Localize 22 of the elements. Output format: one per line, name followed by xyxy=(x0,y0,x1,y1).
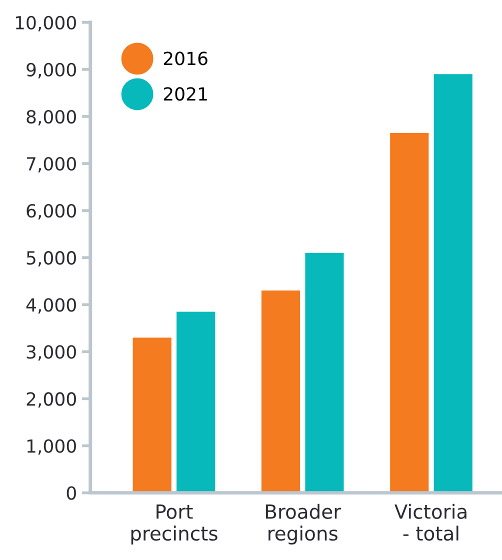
y-tick-label: 7,000 xyxy=(26,156,76,172)
x-tick-label: Port precincts xyxy=(131,504,218,545)
bar xyxy=(390,132,429,493)
bar xyxy=(176,312,216,493)
bar xyxy=(132,338,172,493)
y-tick-label: 0 xyxy=(66,486,76,500)
y-tick-label: 5,000 xyxy=(26,251,76,267)
bar xyxy=(305,252,344,493)
x-tick-label: Victoria - total xyxy=(394,504,466,541)
bar xyxy=(261,290,300,493)
legend-label: 2021 xyxy=(164,87,207,101)
legend-label: 2016 xyxy=(164,52,208,66)
y-tick-label: 2,000 xyxy=(26,392,76,408)
y-tick-label: 8,000 xyxy=(26,110,76,126)
y-tick-label: 4,000 xyxy=(26,298,76,314)
y-tick-label: 9,000 xyxy=(26,62,76,78)
y-tick-label: 6,000 xyxy=(26,204,76,220)
x-tick-label: Broader regions xyxy=(266,504,342,545)
y-tick-label: 10,000 xyxy=(16,16,76,32)
bar xyxy=(434,74,472,493)
y-tick-label: 1,000 xyxy=(27,439,76,455)
y-tick-label: 3,000 xyxy=(26,345,76,361)
